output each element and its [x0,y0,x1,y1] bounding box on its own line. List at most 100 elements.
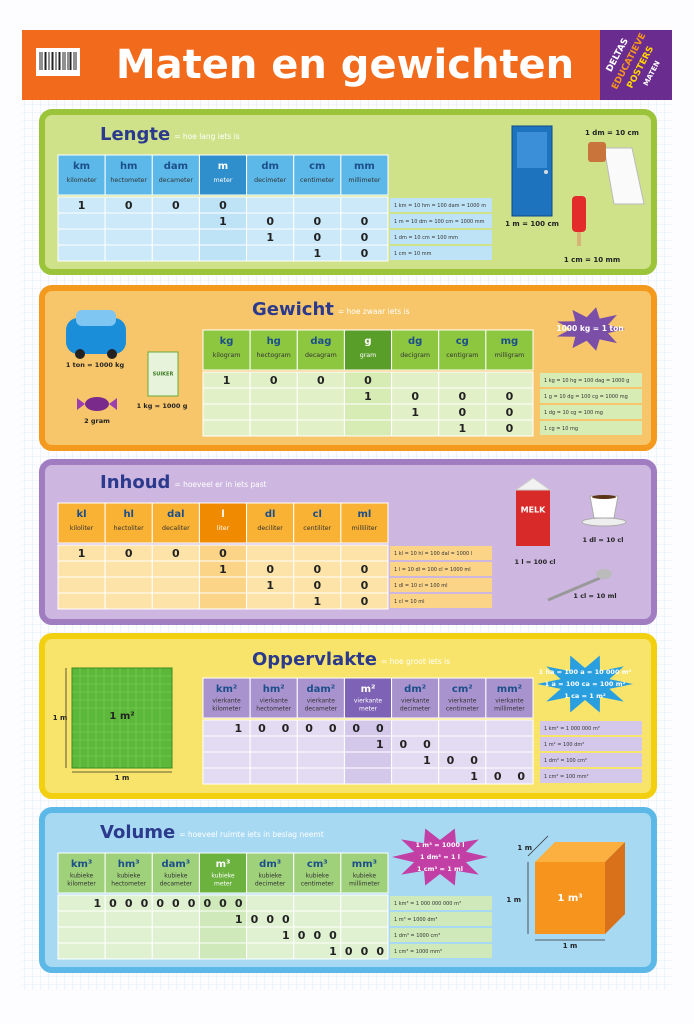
digit: 0 [282,722,290,735]
unit-header [57,154,106,196]
illustration-label: MELK [521,506,547,515]
table-cell [104,910,153,928]
table-cell [249,387,298,405]
illustration-label: 2 gram [84,417,110,425]
table-cell [104,576,153,594]
unit-symbol: cl [313,509,322,520]
unit-name: decimeter [254,177,286,184]
digit: 0 [376,945,384,958]
unit-header [249,329,298,371]
unit-symbol: hm³ [118,859,140,870]
table-cell [343,419,393,437]
illustration-label: 1 m [517,844,532,852]
table-cell [340,894,389,912]
table-cell [249,419,298,437]
table-cell [296,751,345,769]
conversion-note: 1 l = 10 dl = 100 cl = 1000 ml [394,567,471,573]
digit: 0 [361,945,369,958]
unit-symbol: dm² [404,684,426,695]
illustration-label: 1 m [563,942,578,950]
roll-holder [588,142,606,162]
wheel [107,349,117,359]
digit: 0 [235,897,243,910]
digit: 1 [219,563,227,576]
unit-header [340,502,389,544]
page-title: Maten en gewichten [116,42,574,88]
unit-name: kubieke [211,873,235,880]
table-cell [198,244,248,262]
section-title: Lengte [100,124,170,145]
digit: 0 [361,247,369,260]
wheel [75,349,85,359]
table-cell [340,942,389,960]
table-cell [202,751,251,769]
digit: 0 [313,215,321,228]
section-title: Oppervlakte [252,649,377,670]
digit: 0 [376,722,384,735]
table-cell [246,544,295,562]
note-cell [390,230,492,244]
unit-header [438,329,487,371]
spoon-bowl [596,569,612,579]
table-cell [104,212,153,230]
unit-symbol: g [364,336,371,347]
note-cell [390,944,492,958]
section-subtitle: = hoe zwaar iets is [338,307,410,316]
section-title: Gewicht [252,299,334,320]
unit-header [104,154,153,196]
table-cell [485,719,534,737]
digit: 1 [78,199,86,212]
illustration-label: 1 kg = 1000 g [137,402,188,410]
illustration-label: 1 dm = 10 cm [585,129,639,137]
unit-header [198,502,248,544]
section: Volume = hoeveel ruimte iets in beslag ne… [39,807,657,973]
unit-symbol: cm [309,161,325,172]
digit: 1 [282,929,290,942]
unit-header [293,154,342,196]
table-cell [340,926,389,944]
table-cell [296,403,345,421]
digit: 1 [219,215,227,228]
unit-symbol: cm² [452,684,473,695]
unit-name: kubieke [70,873,94,880]
unit-name: vierkante [354,698,383,705]
unit-symbol: hg [267,336,281,347]
barcode [36,48,80,76]
table-cell [246,894,295,912]
table-cell [485,767,534,785]
table-cell [296,767,345,785]
unit-name: decagram [305,352,337,359]
table-cell [391,719,440,737]
unit-name: centimeter [446,706,479,713]
digit: 1 [376,738,384,751]
conversion-note: 1 cm² = 100 mm² [544,774,589,780]
table-cell [202,719,251,737]
unit-name: deciliter [257,525,283,532]
digit: 0 [251,913,259,926]
digit: 0 [506,406,514,419]
table-cell [104,942,153,960]
illustration-label: 1 m [53,714,68,722]
section-subtitle: = hoe lang iets is [174,132,240,141]
digit: 1 [313,247,321,260]
dimension-lines [65,668,172,773]
digit: 1 [423,754,431,767]
table-cell [104,926,153,944]
note-cell [390,896,492,910]
saucer [581,517,627,527]
unit-name: kubieke [164,873,188,880]
digit: 0 [282,913,290,926]
digit: 0 [109,897,117,910]
unit-name: decameter [305,706,338,713]
unit-symbol: dm [261,161,279,172]
spoon-handle [547,576,601,602]
table-cell [198,576,248,594]
table-cell [485,419,534,437]
square-grid [72,668,172,768]
digit: 0 [172,897,180,910]
unit-header [57,502,106,544]
digit: 0 [125,897,133,910]
unit-header [246,502,295,544]
illustration-label: 1 m³ [557,893,582,904]
section: Inhoud = hoeveel er in iets past kl kilolit… [39,459,657,625]
